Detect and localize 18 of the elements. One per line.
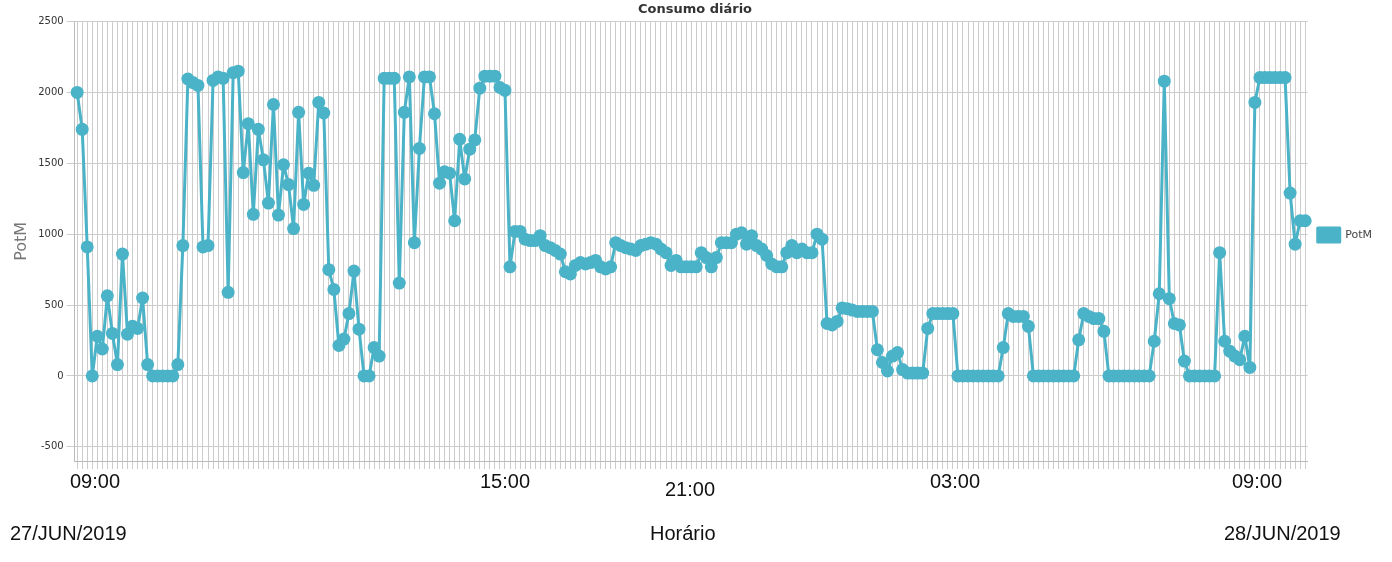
text: 28/JUN/2019 — [1224, 522, 1341, 545]
y-axis-title: PotM — [10, 221, 30, 261]
y-tick-label: 2000 — [38, 86, 64, 98]
text: 09:00 — [70, 470, 121, 493]
text: 27/JUN/2019 — [10, 522, 127, 545]
y-tick-label: 1500 — [38, 156, 64, 168]
y-tick-label: 1000 — [38, 227, 64, 239]
y-tick-label: 2500 — [38, 15, 64, 27]
y-tick-label: -500 — [40, 440, 64, 452]
text: 03:00 — [930, 470, 981, 493]
y-tick-label: 0 — [57, 369, 64, 381]
y-tick-label: 500 — [44, 298, 64, 310]
x-axis-title: Horário — [650, 522, 716, 545]
legend-label: PotM — [1345, 227, 1373, 241]
text: 09:00 — [1232, 470, 1283, 493]
text: 21:00 — [665, 478, 716, 501]
text: 15:00 — [480, 470, 531, 493]
chart-title: Consumo diário — [637, 1, 753, 17]
